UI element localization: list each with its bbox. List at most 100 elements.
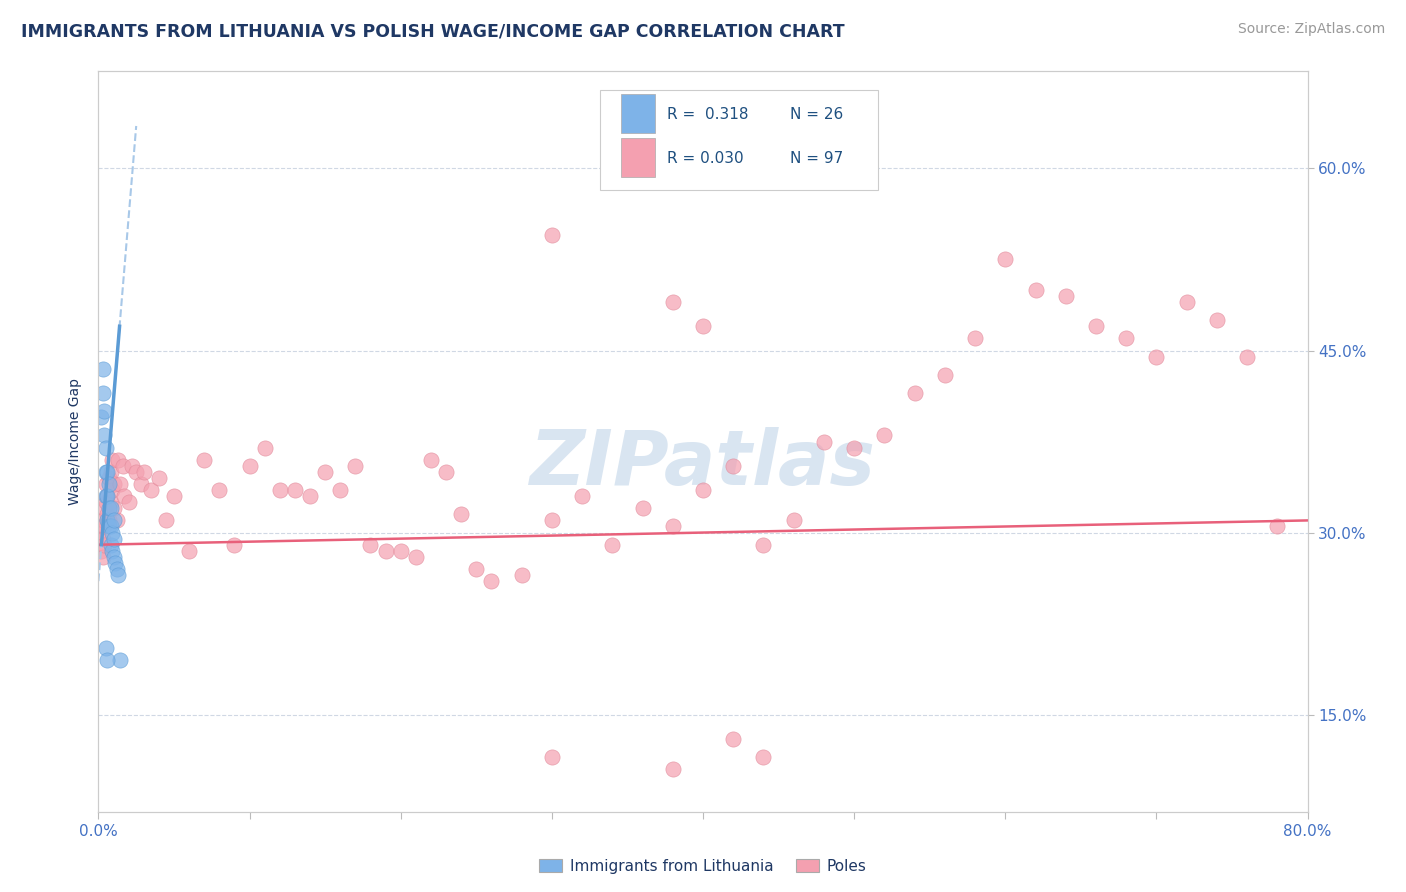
Point <box>100 519 122 533</box>
Point <box>118 495 141 509</box>
Point <box>1144 350 1167 364</box>
Point <box>873 428 896 442</box>
Point <box>101 452 124 467</box>
Point <box>103 513 125 527</box>
Point <box>94 465 117 479</box>
Point <box>93 519 115 533</box>
Point <box>132 465 155 479</box>
Point <box>723 731 745 746</box>
Text: R =  0.318: R = 0.318 <box>666 107 748 122</box>
Point <box>91 386 114 401</box>
Point <box>93 404 115 418</box>
Point <box>723 458 745 473</box>
Point <box>299 489 322 503</box>
Point <box>94 441 117 455</box>
Point <box>96 489 118 503</box>
Point <box>103 549 125 564</box>
Point <box>91 513 114 527</box>
FancyBboxPatch shape <box>621 138 655 177</box>
Point <box>100 538 122 552</box>
Point <box>1054 289 1077 303</box>
Point <box>1085 319 1108 334</box>
Point <box>904 386 927 401</box>
Point <box>91 532 114 546</box>
Point <box>98 519 121 533</box>
Point <box>692 319 714 334</box>
Point <box>111 458 134 473</box>
Point <box>1236 350 1258 364</box>
Point <box>96 508 118 522</box>
Point <box>420 452 443 467</box>
Point <box>94 640 117 655</box>
Point <box>107 568 129 582</box>
Point <box>314 465 336 479</box>
Point <box>98 513 121 527</box>
Point <box>93 501 115 516</box>
Point <box>631 501 654 516</box>
Point <box>965 331 987 345</box>
Point <box>89 532 111 546</box>
Point <box>90 519 112 533</box>
Point <box>752 538 775 552</box>
Text: R = 0.030: R = 0.030 <box>666 151 744 166</box>
Point <box>108 653 131 667</box>
Point <box>121 458 143 473</box>
Point <box>93 538 115 552</box>
Point <box>450 508 472 522</box>
FancyBboxPatch shape <box>600 90 879 190</box>
Point <box>540 750 562 764</box>
Point <box>994 252 1017 267</box>
Point <box>98 471 121 485</box>
Point <box>179 543 201 558</box>
Point <box>107 452 129 467</box>
Point <box>193 452 215 467</box>
Point <box>752 750 775 764</box>
Point <box>108 477 131 491</box>
Point <box>360 538 382 552</box>
Point <box>269 483 291 497</box>
Point <box>1267 519 1289 533</box>
Point <box>103 477 125 491</box>
Point <box>91 361 114 376</box>
Point <box>602 538 624 552</box>
Point <box>434 465 457 479</box>
Point <box>90 410 112 425</box>
Point <box>101 525 124 540</box>
Point <box>389 543 412 558</box>
Point <box>104 556 127 570</box>
Point <box>692 483 714 497</box>
Point <box>540 228 562 243</box>
Point <box>155 513 177 527</box>
Text: N = 97: N = 97 <box>790 151 844 166</box>
Point <box>813 434 835 449</box>
Point <box>100 495 122 509</box>
Point <box>94 477 117 491</box>
Point <box>100 465 122 479</box>
Point <box>783 513 806 527</box>
Point <box>90 543 112 558</box>
Point <box>96 489 118 503</box>
Point <box>1024 283 1046 297</box>
Point <box>91 549 114 564</box>
Point <box>105 562 128 576</box>
Point <box>465 562 488 576</box>
Point <box>344 458 367 473</box>
Point <box>253 441 276 455</box>
Point <box>510 568 533 582</box>
Point <box>129 477 152 491</box>
Point <box>481 574 503 588</box>
Point <box>661 519 683 533</box>
Point <box>1115 331 1137 345</box>
Point <box>101 483 124 497</box>
Point <box>284 483 307 497</box>
Point <box>93 428 115 442</box>
Point <box>1206 313 1229 327</box>
Y-axis label: Wage/Income Gap: Wage/Income Gap <box>69 378 83 505</box>
Point <box>96 653 118 667</box>
Point <box>661 762 683 776</box>
Point <box>844 441 866 455</box>
Point <box>540 513 562 527</box>
Point <box>100 501 122 516</box>
Point <box>148 471 170 485</box>
Point <box>329 483 352 497</box>
